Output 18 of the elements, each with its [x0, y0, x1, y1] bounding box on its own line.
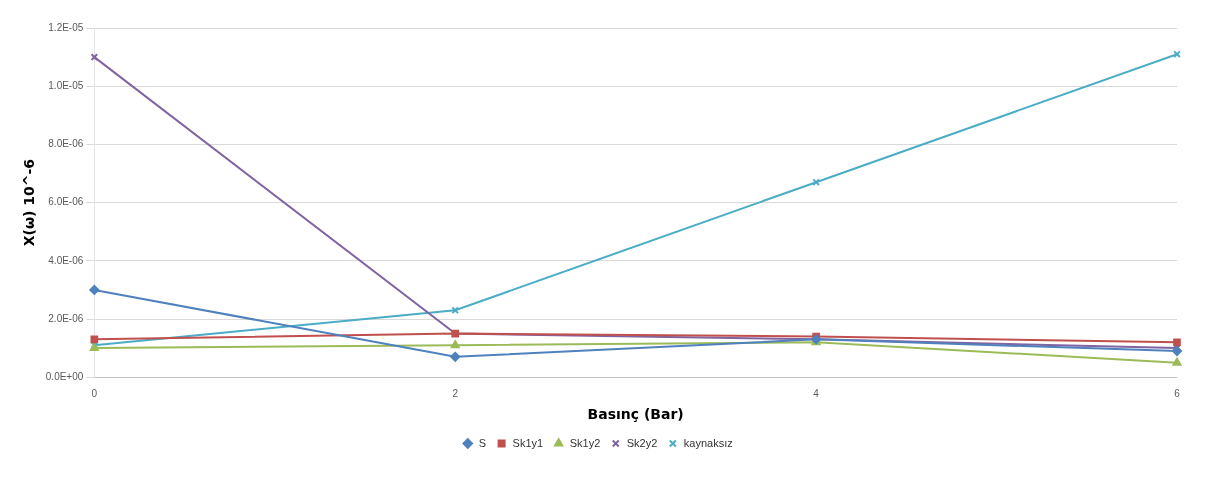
y-tick-label: 0.0E+00	[45, 370, 84, 382]
y-tick-label: 1.2E-05	[48, 21, 84, 33]
y-axis-title: X(ω) 10^-6	[21, 158, 38, 247]
legend-label: Sk1y2	[569, 436, 601, 449]
x-tick-label: 0	[91, 387, 98, 399]
legend-label: Sk1y1	[512, 436, 544, 449]
x-axis-title: Basınç (Bar)	[587, 406, 684, 423]
x-tick-label: 6	[1174, 387, 1181, 399]
y-tick-label: 8.0E-06	[48, 138, 84, 150]
x-tick-label: 2	[452, 387, 459, 399]
legend-label: kaynaksız	[683, 436, 733, 449]
y-tick-label: 1.0E-05	[48, 79, 84, 91]
legend-label: Sk2y2	[626, 436, 658, 449]
legend-label: S	[478, 436, 487, 449]
y-tick-label: 2.0E-06	[48, 312, 84, 324]
y-tick-label: 4.0E-06	[48, 254, 84, 266]
x-tick-label: 4	[813, 387, 820, 399]
y-tick-label: 6.0E-06	[48, 196, 84, 208]
